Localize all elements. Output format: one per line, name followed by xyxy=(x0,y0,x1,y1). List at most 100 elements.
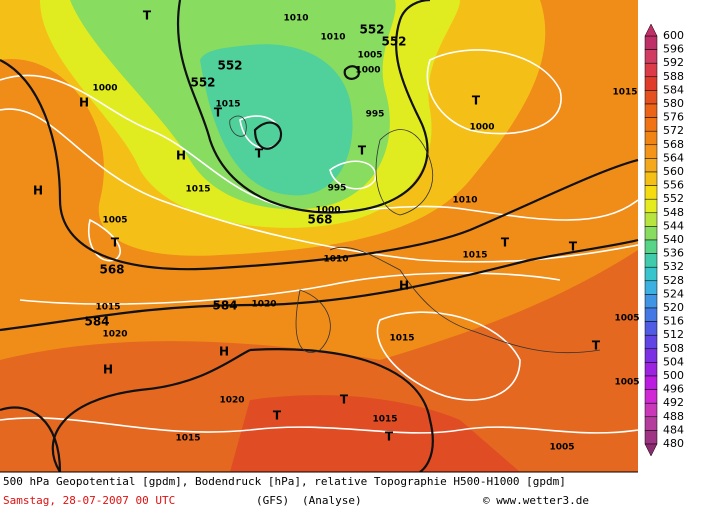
colorbar-label: 516 xyxy=(663,315,684,328)
colorbar-swatch xyxy=(644,253,658,268)
colorbar-swatch xyxy=(644,90,658,105)
contour-label: 995 xyxy=(328,184,347,194)
pressure-center: T xyxy=(273,409,282,423)
contour-label: 1015 xyxy=(175,434,200,444)
colorbar-swatch xyxy=(644,280,658,295)
colorbar-swatch xyxy=(644,226,658,241)
colorbar-label: 560 xyxy=(663,165,684,178)
contour-label: 1020 xyxy=(219,396,244,406)
colorbar-swatch xyxy=(644,158,658,173)
colorbar-label: 512 xyxy=(663,328,684,341)
colorbar-swatch xyxy=(644,321,658,336)
contour-label: 1000 xyxy=(92,84,117,94)
caption-credit: © www.wetter3.de xyxy=(483,494,589,507)
colorbar-swatch xyxy=(644,76,658,91)
pressure-center: T xyxy=(569,240,578,254)
contour-label: 552 xyxy=(359,23,384,37)
pressure-center: H xyxy=(219,345,229,359)
contour-label: 1020 xyxy=(102,330,127,340)
colorbar-swatch xyxy=(644,103,658,118)
pressure-center: T xyxy=(592,339,601,353)
contour-label: 1005 xyxy=(614,314,639,324)
colorbar-swatch xyxy=(644,389,658,404)
pressure-center: T xyxy=(385,430,394,444)
colorbar-label: 584 xyxy=(663,83,684,96)
colorbar-label: 576 xyxy=(663,111,684,124)
contour-label: 1015 xyxy=(612,88,637,98)
contour-label: 1000 xyxy=(469,123,494,133)
colorbar-label: 536 xyxy=(663,247,684,260)
contour-label: 995 xyxy=(366,110,385,120)
contour-label: 1010 xyxy=(323,255,348,265)
colorbar-label: 548 xyxy=(663,206,684,219)
contour-label: 552 xyxy=(217,59,242,73)
colorbar-label: 520 xyxy=(663,301,684,314)
pressure-center: H xyxy=(399,279,409,293)
colorbar-swatch xyxy=(644,239,658,254)
pressure-center: T xyxy=(143,9,152,23)
colorbar-swatch xyxy=(644,294,658,309)
colorbar-swatch xyxy=(644,402,658,418)
colorbar-swatch xyxy=(644,362,658,377)
pressure-center: T xyxy=(501,236,510,250)
colorbar-label: 496 xyxy=(663,383,684,396)
colorbar-swatch xyxy=(644,62,658,78)
contour-label: 568 xyxy=(99,263,124,277)
colorbar-swatch xyxy=(644,144,658,159)
colorbar-label: 504 xyxy=(663,355,684,368)
map-labels: 5525525525525685685845841010101010001015… xyxy=(33,9,640,453)
contour-label: 1005 xyxy=(549,443,574,453)
pressure-center: H xyxy=(79,96,89,110)
pressure-center: T xyxy=(214,106,223,120)
caption-model: (GFS) xyxy=(256,494,289,507)
contour-label: 568 xyxy=(307,213,332,227)
colorbar-label: 580 xyxy=(663,97,684,110)
colorbar-swatch xyxy=(644,375,658,390)
colorbar: 6005965925885845805765725685645605565525… xyxy=(644,23,684,457)
contour-label: 552 xyxy=(190,76,215,90)
colorbar-arrow-top xyxy=(644,23,658,37)
pressure-center: T xyxy=(358,144,367,158)
pressure-center: T xyxy=(255,147,264,161)
colorbar-swatch xyxy=(644,171,658,186)
colorbar-swatch xyxy=(644,334,658,350)
colorbar-swatch xyxy=(644,49,658,64)
contour-label: 1015 xyxy=(372,415,397,425)
colorbar-arrow-bottom xyxy=(644,443,658,457)
colorbar-label: 552 xyxy=(663,192,684,205)
colorbar-label: 564 xyxy=(663,151,684,164)
geopotential-contours xyxy=(0,0,639,473)
pressure-center: T xyxy=(111,236,120,250)
colorbar-label: 544 xyxy=(663,219,684,232)
colorbar-label: 596 xyxy=(663,43,684,56)
contour-label: 584 xyxy=(84,315,109,329)
hot-zone xyxy=(230,395,520,472)
colorbar-swatch xyxy=(644,117,658,132)
colorbar-swatch xyxy=(644,185,658,200)
pressure-center: H xyxy=(33,184,43,198)
contour-label: 1000 xyxy=(315,206,340,216)
pressure-center: H xyxy=(176,149,186,163)
colorbar-label: 556 xyxy=(663,179,684,192)
colorbar-label: 532 xyxy=(663,260,684,273)
contour-label: 1010 xyxy=(283,14,308,24)
map xyxy=(0,0,639,473)
pressure-center: T xyxy=(472,94,481,108)
contour-label: 1005 xyxy=(357,51,382,61)
colorbar-label: 600 xyxy=(663,29,684,42)
cyan-zone xyxy=(200,44,353,196)
colorbar-label: 524 xyxy=(663,287,684,300)
pressure-center: H xyxy=(103,363,113,377)
contour-label: 1010 xyxy=(320,33,345,43)
contour-label: 1015 xyxy=(215,100,240,110)
contour-label: 1020 xyxy=(251,300,276,310)
colorbar-swatch xyxy=(644,266,658,282)
caption-panel xyxy=(0,472,638,513)
colorbar-swatch xyxy=(644,348,658,363)
contour-label: 1015 xyxy=(95,303,120,313)
coastlines xyxy=(229,115,601,354)
contour-label: 552 xyxy=(381,35,406,49)
colorbar-label: 480 xyxy=(663,437,684,450)
colorbar-label: 508 xyxy=(663,342,684,355)
